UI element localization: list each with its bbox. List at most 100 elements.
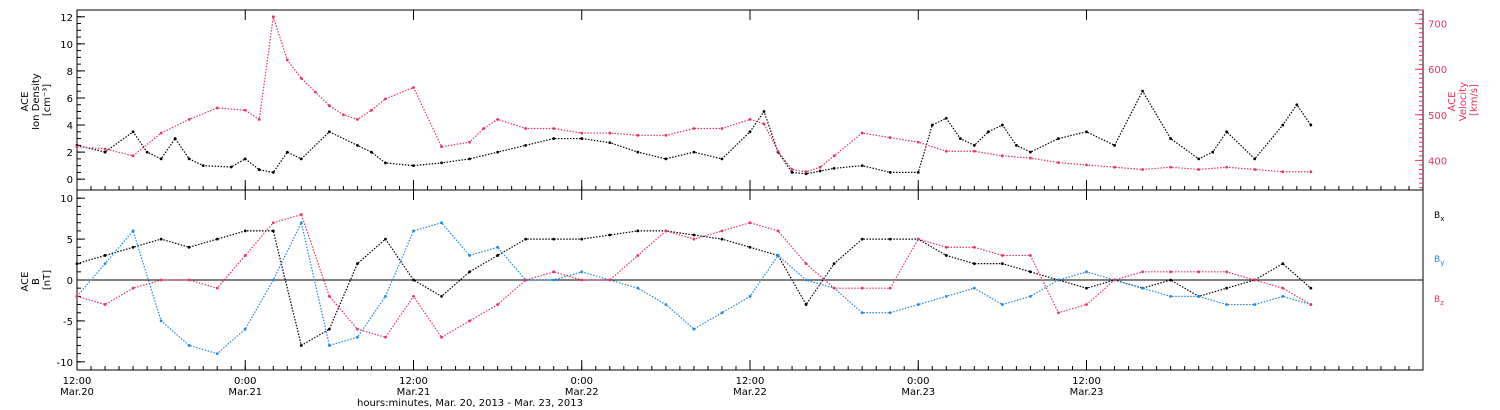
bx-point bbox=[299, 344, 303, 347]
bz-point bbox=[412, 294, 415, 298]
density-point bbox=[1295, 103, 1299, 107]
top-right-tick-label: 500 bbox=[1428, 111, 1447, 122]
bz-point bbox=[580, 278, 584, 282]
density-point bbox=[131, 130, 135, 134]
by-point bbox=[804, 278, 808, 282]
bz-point bbox=[552, 270, 556, 274]
bz-point bbox=[692, 237, 696, 241]
bottom-panel-ticks: -10 -5 0 5 10 bbox=[57, 189, 1423, 371]
density-point bbox=[145, 150, 149, 154]
bz-point bbox=[888, 286, 892, 290]
by-point bbox=[131, 229, 135, 233]
bz-point bbox=[1113, 278, 1116, 282]
velocity-point bbox=[1057, 161, 1060, 165]
bx-point bbox=[271, 229, 275, 233]
bz-point bbox=[271, 221, 275, 225]
bx-point bbox=[356, 262, 359, 266]
bz-point bbox=[243, 254, 247, 257]
bx-point bbox=[75, 262, 79, 266]
time-tick-label: 12:00 bbox=[736, 376, 765, 387]
velocity-point bbox=[1141, 168, 1144, 171]
by-point bbox=[552, 278, 556, 282]
bottom-left-axis-label: ACE B [nT] bbox=[20, 268, 53, 291]
velocity-point bbox=[916, 140, 920, 144]
velocity-point bbox=[972, 149, 976, 153]
top-left-tick-label: 10 bbox=[60, 40, 73, 51]
bz-point bbox=[860, 286, 864, 290]
velocity-point bbox=[313, 90, 317, 94]
by-line bbox=[76, 220, 1312, 355]
x-axis-title: hours:minutes, Mar. 20, 2013 - Mar. 23, … bbox=[357, 398, 583, 409]
bz-point bbox=[1253, 278, 1257, 282]
bx-point bbox=[944, 254, 948, 257]
velocity-point bbox=[299, 76, 303, 80]
velocity-point bbox=[370, 108, 373, 112]
bottom-left-tick-label: 10 bbox=[60, 194, 73, 205]
by-point bbox=[944, 294, 948, 298]
density-point bbox=[229, 165, 233, 169]
density-point bbox=[958, 137, 962, 140]
top-right-tick-label: 600 bbox=[1428, 65, 1447, 76]
bottom-left-axis-label-line-1: ACE bbox=[20, 272, 31, 292]
velocity-point bbox=[720, 127, 724, 130]
by-point bbox=[215, 352, 219, 356]
velocity-point bbox=[1253, 168, 1257, 171]
bottom-left-axis-label-line-2: B bbox=[31, 278, 42, 285]
density-point bbox=[818, 169, 822, 173]
velocity-point bbox=[1281, 170, 1285, 174]
density-point bbox=[860, 164, 864, 168]
bz-point bbox=[1029, 254, 1032, 257]
bz-point bbox=[103, 303, 107, 306]
date-tick-label: Mar.22 bbox=[565, 387, 599, 398]
time-tick-label: 0:00 bbox=[234, 376, 256, 387]
top-left-axis-label-line-2: Ion Density bbox=[31, 73, 42, 130]
density-point bbox=[159, 157, 163, 161]
time-tick-label: 0:00 bbox=[907, 376, 929, 387]
bz-point bbox=[384, 335, 387, 339]
density-point bbox=[832, 166, 836, 170]
bz-point bbox=[524, 278, 528, 282]
velocity-point bbox=[664, 133, 668, 137]
density-point bbox=[790, 171, 794, 174]
bottom-left-tick-label: -10 bbox=[57, 358, 73, 369]
bz-point bbox=[748, 221, 752, 225]
velocity-point bbox=[496, 117, 500, 121]
top-right-tick-label: 700 bbox=[1428, 20, 1447, 31]
velocity-point bbox=[608, 131, 612, 135]
by-point bbox=[692, 327, 696, 331]
velocity-point bbox=[748, 117, 752, 121]
bx-point bbox=[524, 237, 528, 241]
velocity-point bbox=[1169, 165, 1173, 169]
top-left-axis-label: ACE Ion Density [cm⁻³] bbox=[20, 70, 53, 130]
density-point bbox=[356, 143, 359, 147]
bx-point bbox=[440, 294, 443, 298]
density-point bbox=[888, 171, 892, 174]
velocity-point bbox=[818, 165, 822, 169]
by-point bbox=[440, 221, 443, 225]
date-tick-label: Mar.20 bbox=[60, 387, 94, 398]
density-point bbox=[580, 137, 584, 140]
density-point bbox=[1169, 137, 1173, 140]
velocity-point bbox=[187, 117, 191, 121]
density-point bbox=[257, 168, 261, 172]
density-point bbox=[187, 157, 191, 161]
top-left-tick-label: 12 bbox=[60, 13, 73, 24]
bx-point bbox=[131, 245, 135, 249]
density-point bbox=[1113, 143, 1116, 147]
bx-point bbox=[832, 262, 836, 266]
bx-point bbox=[1309, 286, 1313, 290]
by-point bbox=[1225, 303, 1229, 306]
bx-point bbox=[243, 229, 247, 233]
top-right-axis-label: ACE Velocity [km/s] bbox=[1447, 79, 1480, 121]
velocity-point bbox=[327, 104, 331, 108]
bx-point bbox=[804, 303, 808, 306]
bz-point bbox=[1169, 270, 1173, 274]
legend-entry-bz: Bz bbox=[1434, 295, 1444, 307]
by-point bbox=[748, 294, 752, 298]
velocity-point bbox=[341, 113, 345, 117]
density-point bbox=[412, 164, 415, 168]
by-point bbox=[103, 262, 107, 266]
bx-point bbox=[860, 237, 864, 241]
velocity-point bbox=[356, 117, 359, 121]
density-point bbox=[608, 141, 612, 145]
